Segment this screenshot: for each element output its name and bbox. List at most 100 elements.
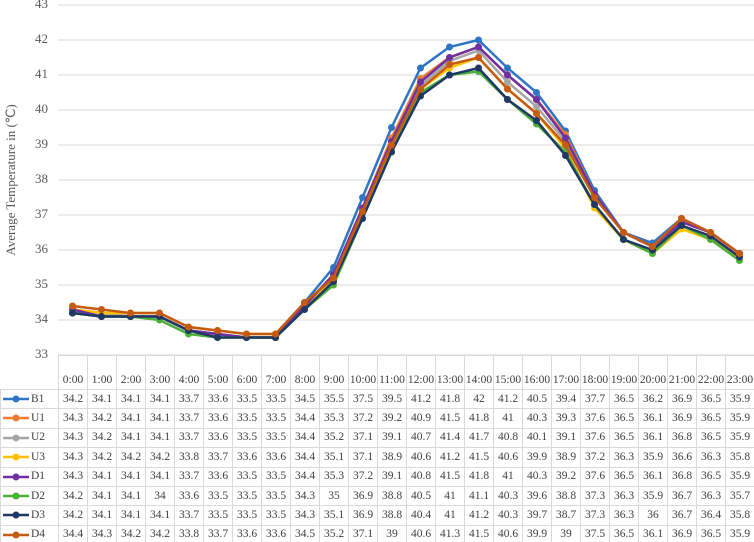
table-value: 35.7 bbox=[725, 485, 754, 507]
table-value: 41.2 bbox=[464, 505, 494, 526]
table-value: 39.9 bbox=[522, 524, 552, 542]
point bbox=[446, 54, 453, 61]
header-row: 0:00 1:00 2:00 3:00 4:00 5:00 6:00 7:00 8:00 9:00… bbox=[0, 355, 754, 390]
table-value: 33.6 bbox=[261, 447, 291, 468]
legend-cell: U1 bbox=[0, 408, 59, 429]
point bbox=[678, 215, 685, 222]
x-tick-label: 8:00 bbox=[290, 355, 320, 390]
table-value: 33.7 bbox=[174, 505, 204, 526]
y-tick-label: 41 bbox=[35, 66, 48, 81]
table-value: 40.4 bbox=[406, 505, 436, 526]
table-value: 35.9 bbox=[638, 447, 668, 468]
legend-key bbox=[3, 434, 29, 442]
point bbox=[649, 243, 656, 250]
x-tick-label: 9:00 bbox=[319, 355, 349, 390]
table-value: 33.6 bbox=[232, 524, 262, 542]
table-value: 34.2 bbox=[87, 447, 117, 468]
legend-marker bbox=[12, 434, 20, 442]
point bbox=[330, 274, 337, 282]
table-value: 40.6 bbox=[406, 447, 436, 468]
legend-marker bbox=[12, 531, 20, 539]
table-value: 34.3 bbox=[58, 466, 88, 487]
table-value: 38.8 bbox=[377, 505, 407, 526]
table-value: 36.3 bbox=[696, 447, 726, 468]
point bbox=[417, 78, 424, 86]
point bbox=[504, 64, 511, 72]
table-value: 40.6 bbox=[406, 524, 436, 542]
table-value: 33.7 bbox=[174, 408, 204, 429]
x-tick-label: 22:00 bbox=[696, 355, 726, 390]
point bbox=[533, 96, 540, 103]
table-value: 34.3 bbox=[58, 427, 88, 449]
table-value: 40.5 bbox=[522, 388, 552, 410]
table-value: 36.5 bbox=[609, 408, 639, 429]
table-value: 36.2 bbox=[638, 388, 668, 410]
table-value: 36.4 bbox=[696, 505, 726, 526]
point bbox=[562, 152, 569, 159]
data-table: 0:00 1:00 2:00 3:00 4:00 5:00 6:00 7:00 8:00 9:00… bbox=[0, 355, 754, 542]
point bbox=[301, 306, 308, 313]
table-value: 36.6 bbox=[667, 447, 697, 468]
table-value: 40.8 bbox=[493, 427, 523, 449]
table-value: 36.5 bbox=[696, 466, 726, 487]
table-value: 41.8 bbox=[464, 466, 494, 487]
table-value: 40.8 bbox=[406, 466, 436, 487]
table-value: 40.6 bbox=[493, 524, 523, 542]
y-tick-label: 39 bbox=[35, 136, 48, 151]
y-axis-label: Average Temperature in (℃) bbox=[3, 104, 18, 255]
table-value: 33.5 bbox=[261, 388, 291, 410]
table-value: 36.9 bbox=[348, 505, 378, 526]
table-value: 33.5 bbox=[232, 388, 262, 410]
table-value: 41 bbox=[435, 485, 465, 507]
table-value: 39.3 bbox=[551, 408, 581, 429]
legend-cell: U3 bbox=[0, 447, 59, 468]
table-row: U2 34.3 34.2 34.1 34.1 33.7 33.6 33.5 33.5 34.4 35… bbox=[0, 427, 754, 449]
corner-cell bbox=[0, 355, 59, 390]
table-value: 38.8 bbox=[551, 485, 581, 507]
table-value: 33.5 bbox=[203, 505, 233, 526]
x-tick-label: 5:00 bbox=[203, 355, 233, 390]
table-value: 35.9 bbox=[638, 485, 668, 507]
table-value: 36.3 bbox=[609, 485, 639, 507]
point bbox=[591, 201, 598, 208]
table-value: 38.8 bbox=[377, 485, 407, 507]
legend-label: U3 bbox=[31, 450, 46, 463]
table-value: 41 bbox=[493, 466, 523, 487]
x-tick-label: 0:00 bbox=[58, 355, 88, 390]
point bbox=[504, 85, 511, 93]
x-tick-label: 23:00 bbox=[725, 355, 754, 390]
table-value: 36.8 bbox=[667, 427, 697, 449]
table-value: 35.9 bbox=[725, 427, 754, 449]
table-value: 35.8 bbox=[725, 447, 754, 468]
x-tick-label: 10:00 bbox=[348, 355, 378, 390]
table-value: 36.5 bbox=[696, 408, 726, 429]
point bbox=[504, 96, 511, 103]
point bbox=[446, 71, 453, 79]
point bbox=[475, 54, 482, 61]
table-value: 38.9 bbox=[551, 447, 581, 468]
table-value: 40.5 bbox=[406, 485, 436, 507]
table-value: 39 bbox=[377, 524, 407, 542]
table-value: 34.1 bbox=[116, 505, 146, 526]
table-value: 36.5 bbox=[609, 524, 639, 542]
point bbox=[504, 71, 511, 79]
point bbox=[707, 229, 714, 236]
table-value: 41.5 bbox=[464, 524, 494, 542]
table-value: 36.3 bbox=[609, 505, 639, 526]
x-tick-label: 4:00 bbox=[174, 355, 204, 390]
x-tick-label: 21:00 bbox=[667, 355, 697, 390]
table-value: 36.9 bbox=[667, 524, 697, 542]
table-value: 39.1 bbox=[377, 427, 407, 449]
y-tick-label: 34 bbox=[35, 311, 49, 326]
point bbox=[127, 309, 134, 317]
table-value: 36.1 bbox=[638, 427, 668, 449]
table-value: 33.5 bbox=[232, 485, 262, 507]
table-value: 33.6 bbox=[261, 524, 291, 542]
table-value: 36.7 bbox=[667, 485, 697, 507]
table-value: 35.8 bbox=[725, 505, 754, 526]
point bbox=[533, 110, 540, 117]
table-value: 36.5 bbox=[696, 388, 726, 410]
point bbox=[736, 250, 743, 257]
y-tick-label: 43 bbox=[35, 0, 48, 11]
